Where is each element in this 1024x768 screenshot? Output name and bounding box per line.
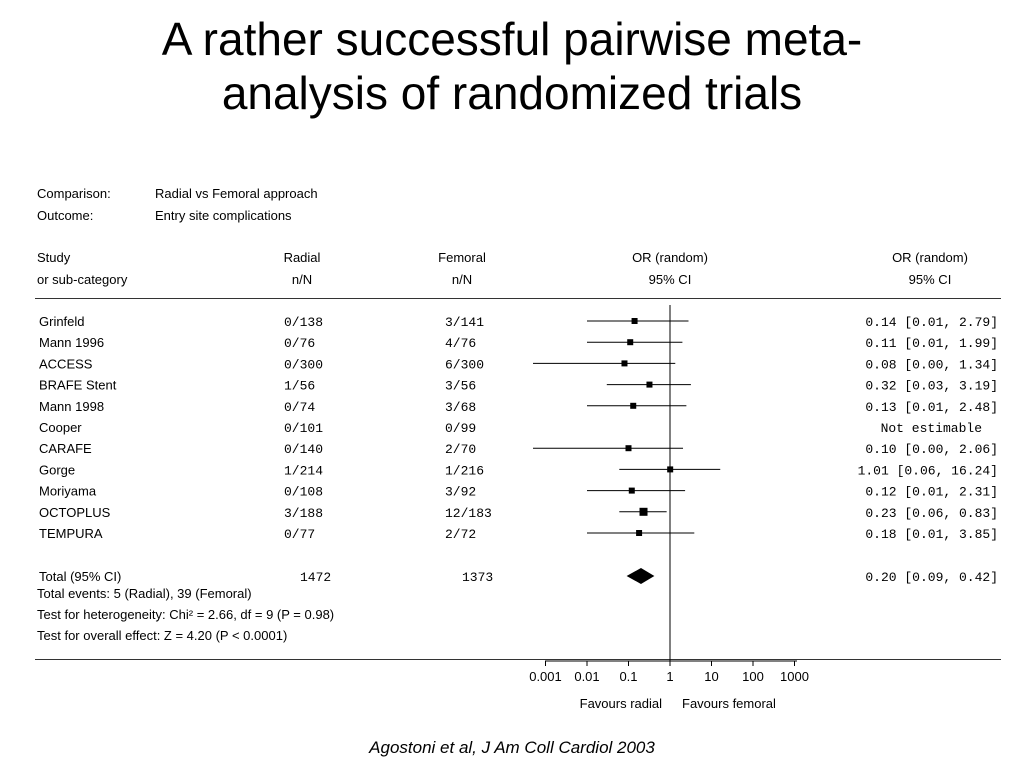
x-tick-label: 10 — [704, 669, 718, 684]
total-or-ci: 0.20 [0.09, 0.42] — [865, 570, 998, 585]
study-radial: 0/300 — [284, 357, 323, 372]
study-femoral: 3/141 — [445, 315, 484, 330]
point-estimate-marker — [639, 507, 648, 516]
header-or-random: OR (random) — [892, 250, 968, 265]
total-radial: 1472 — [300, 570, 331, 585]
x-tick-label: 0.1 — [619, 669, 637, 684]
study-name: OCTOPLUS — [39, 505, 111, 520]
study-name: Mann 1996 — [39, 335, 104, 350]
comparison-value: Radial vs Femoral approach — [155, 186, 318, 201]
study-or-ci: Not estimable — [881, 421, 982, 436]
study-name: TEMPURA — [39, 526, 103, 541]
study-or-ci: 0.12 [0.01, 2.31] — [865, 485, 998, 500]
point-estimate-marker — [636, 530, 643, 536]
study-or-ci: 0.23 [0.06, 0.83] — [865, 506, 998, 521]
study-or-ci: 0.32 [0.03, 3.19] — [865, 379, 998, 394]
study-radial: 1/214 — [284, 463, 323, 478]
outcome-label: Outcome: — [37, 208, 94, 223]
study-femoral: 12/183 — [445, 506, 492, 521]
study-femoral: 2/70 — [445, 442, 476, 457]
study-name: BRAFE Stent — [39, 378, 117, 393]
header-rule — [35, 298, 1001, 299]
total-label: Total (95% CI) — [39, 569, 121, 584]
study-radial: 0/108 — [284, 485, 323, 500]
study-femoral: 3/68 — [445, 400, 476, 415]
header-plot-ci: 95% CI — [648, 272, 692, 287]
header-study: Study — [37, 250, 71, 265]
citation: Agostoni et al, J Am Coll Cardiol 2003 — [369, 738, 655, 757]
header-or-ci: 95% CI — [908, 272, 952, 287]
study-femoral: 3/92 — [445, 485, 476, 500]
header-subcategory: or sub-category — [37, 272, 128, 287]
study-or-ci: 1.01 [0.06, 16.24] — [858, 463, 998, 478]
study-or-ci: 0.13 [0.01, 2.48] — [865, 400, 998, 415]
study-femoral: 1/216 — [445, 463, 484, 478]
favours-femoral-label: Favours femoral — [682, 696, 776, 711]
study-or-ci: 0.14 [0.01, 2.79] — [865, 315, 998, 330]
study-name: Grinfeld — [39, 314, 85, 329]
study-radial: 0/74 — [284, 400, 315, 415]
point-estimate-marker — [630, 402, 637, 409]
study-name: ACCESS — [39, 356, 93, 371]
study-radial: 0/77 — [284, 527, 315, 542]
study-radial: 0/140 — [284, 442, 323, 457]
study-radial: 0/101 — [284, 421, 323, 436]
study-femoral: 4/76 — [445, 336, 476, 351]
slide-title-line-1: A rather successful pairwise meta- — [161, 13, 863, 65]
outcome-value: Entry site complications — [155, 208, 292, 223]
point-estimate-marker — [621, 360, 628, 367]
footnote: Test for heterogeneity: Chi² = 2.66, df … — [37, 607, 334, 622]
total-femoral: 1373 — [462, 570, 493, 585]
x-tick-label: 100 — [742, 669, 764, 684]
slide-title: A rather successful pairwise meta- analy… — [0, 12, 1024, 120]
slide-title-line-2: analysis of randomized trials — [221, 67, 803, 119]
point-estimate-marker — [627, 339, 634, 346]
comparison-label: Comparison: — [37, 186, 111, 201]
point-estimate-marker — [631, 318, 638, 324]
point-estimate-marker — [646, 381, 653, 388]
header-plot-or: OR (random) — [632, 250, 708, 265]
study-femoral: 3/56 — [445, 379, 476, 394]
study-radial: 0/138 — [284, 315, 323, 330]
point-estimate-marker — [628, 487, 635, 494]
study-femoral: 0/99 — [445, 421, 476, 436]
bottom-rule — [35, 659, 1001, 660]
x-tick-label: 1 — [666, 669, 673, 684]
study-name: Cooper — [39, 420, 82, 435]
header-femoral: Femoral — [438, 250, 486, 265]
header-femoral-nn: n/N — [451, 272, 473, 287]
study-name: CARAFE — [39, 441, 92, 456]
favours-radial-label: Favours radial — [580, 696, 662, 711]
study-radial: 1/56 — [284, 379, 315, 394]
study-or-ci: 0.08 [0.00, 1.34] — [865, 357, 998, 372]
x-tick-label: 0.01 — [574, 669, 599, 684]
study-femoral: 2/72 — [445, 527, 476, 542]
study-name: Moriyama — [39, 484, 97, 499]
study-femoral: 6/300 — [445, 357, 484, 372]
x-tick-label: 1000 — [780, 669, 809, 684]
study-radial: 3/188 — [284, 506, 323, 521]
study-or-ci: 0.18 [0.01, 3.85] — [865, 527, 998, 542]
study-name: Gorge — [39, 462, 75, 477]
study-radial: 0/76 — [284, 336, 315, 351]
study-name: Mann 1998 — [39, 399, 104, 414]
footnote: Total events: 5 (Radial), 39 (Femoral) — [37, 586, 252, 601]
point-estimate-marker — [625, 445, 632, 452]
header-radial: Radial — [283, 250, 321, 265]
header-radial-nn: n/N — [291, 272, 313, 287]
study-or-ci: 0.10 [0.00, 2.06] — [865, 442, 998, 457]
footnote: Test for overall effect: Z = 4.20 (P < 0… — [37, 628, 287, 643]
pooled-diamond — [626, 568, 655, 584]
study-or-ci: 0.11 [0.01, 1.99] — [865, 336, 998, 351]
x-tick-label: 0.001 — [529, 669, 562, 684]
